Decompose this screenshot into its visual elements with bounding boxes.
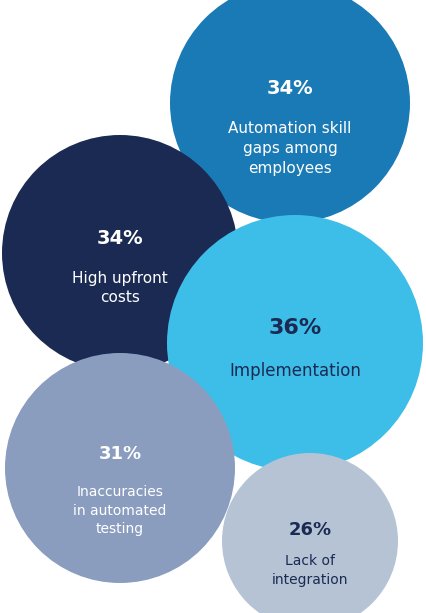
Circle shape [167,215,422,471]
Circle shape [5,353,234,583]
Text: 36%: 36% [268,318,321,338]
Text: Inaccuracies
in automated
testing: Inaccuracies in automated testing [73,485,166,536]
Text: Implementation: Implementation [228,362,360,380]
Circle shape [170,0,409,223]
Text: High upfront
costs: High upfront costs [72,271,167,305]
Text: Automation skill
gaps among
employees: Automation skill gaps among employees [228,121,351,175]
Circle shape [2,135,237,371]
Text: 31%: 31% [98,445,141,463]
Text: 26%: 26% [288,522,331,539]
Circle shape [222,453,397,613]
Text: 34%: 34% [96,229,143,248]
Text: Lack of
integration: Lack of integration [271,554,348,587]
Text: 34%: 34% [266,79,313,98]
